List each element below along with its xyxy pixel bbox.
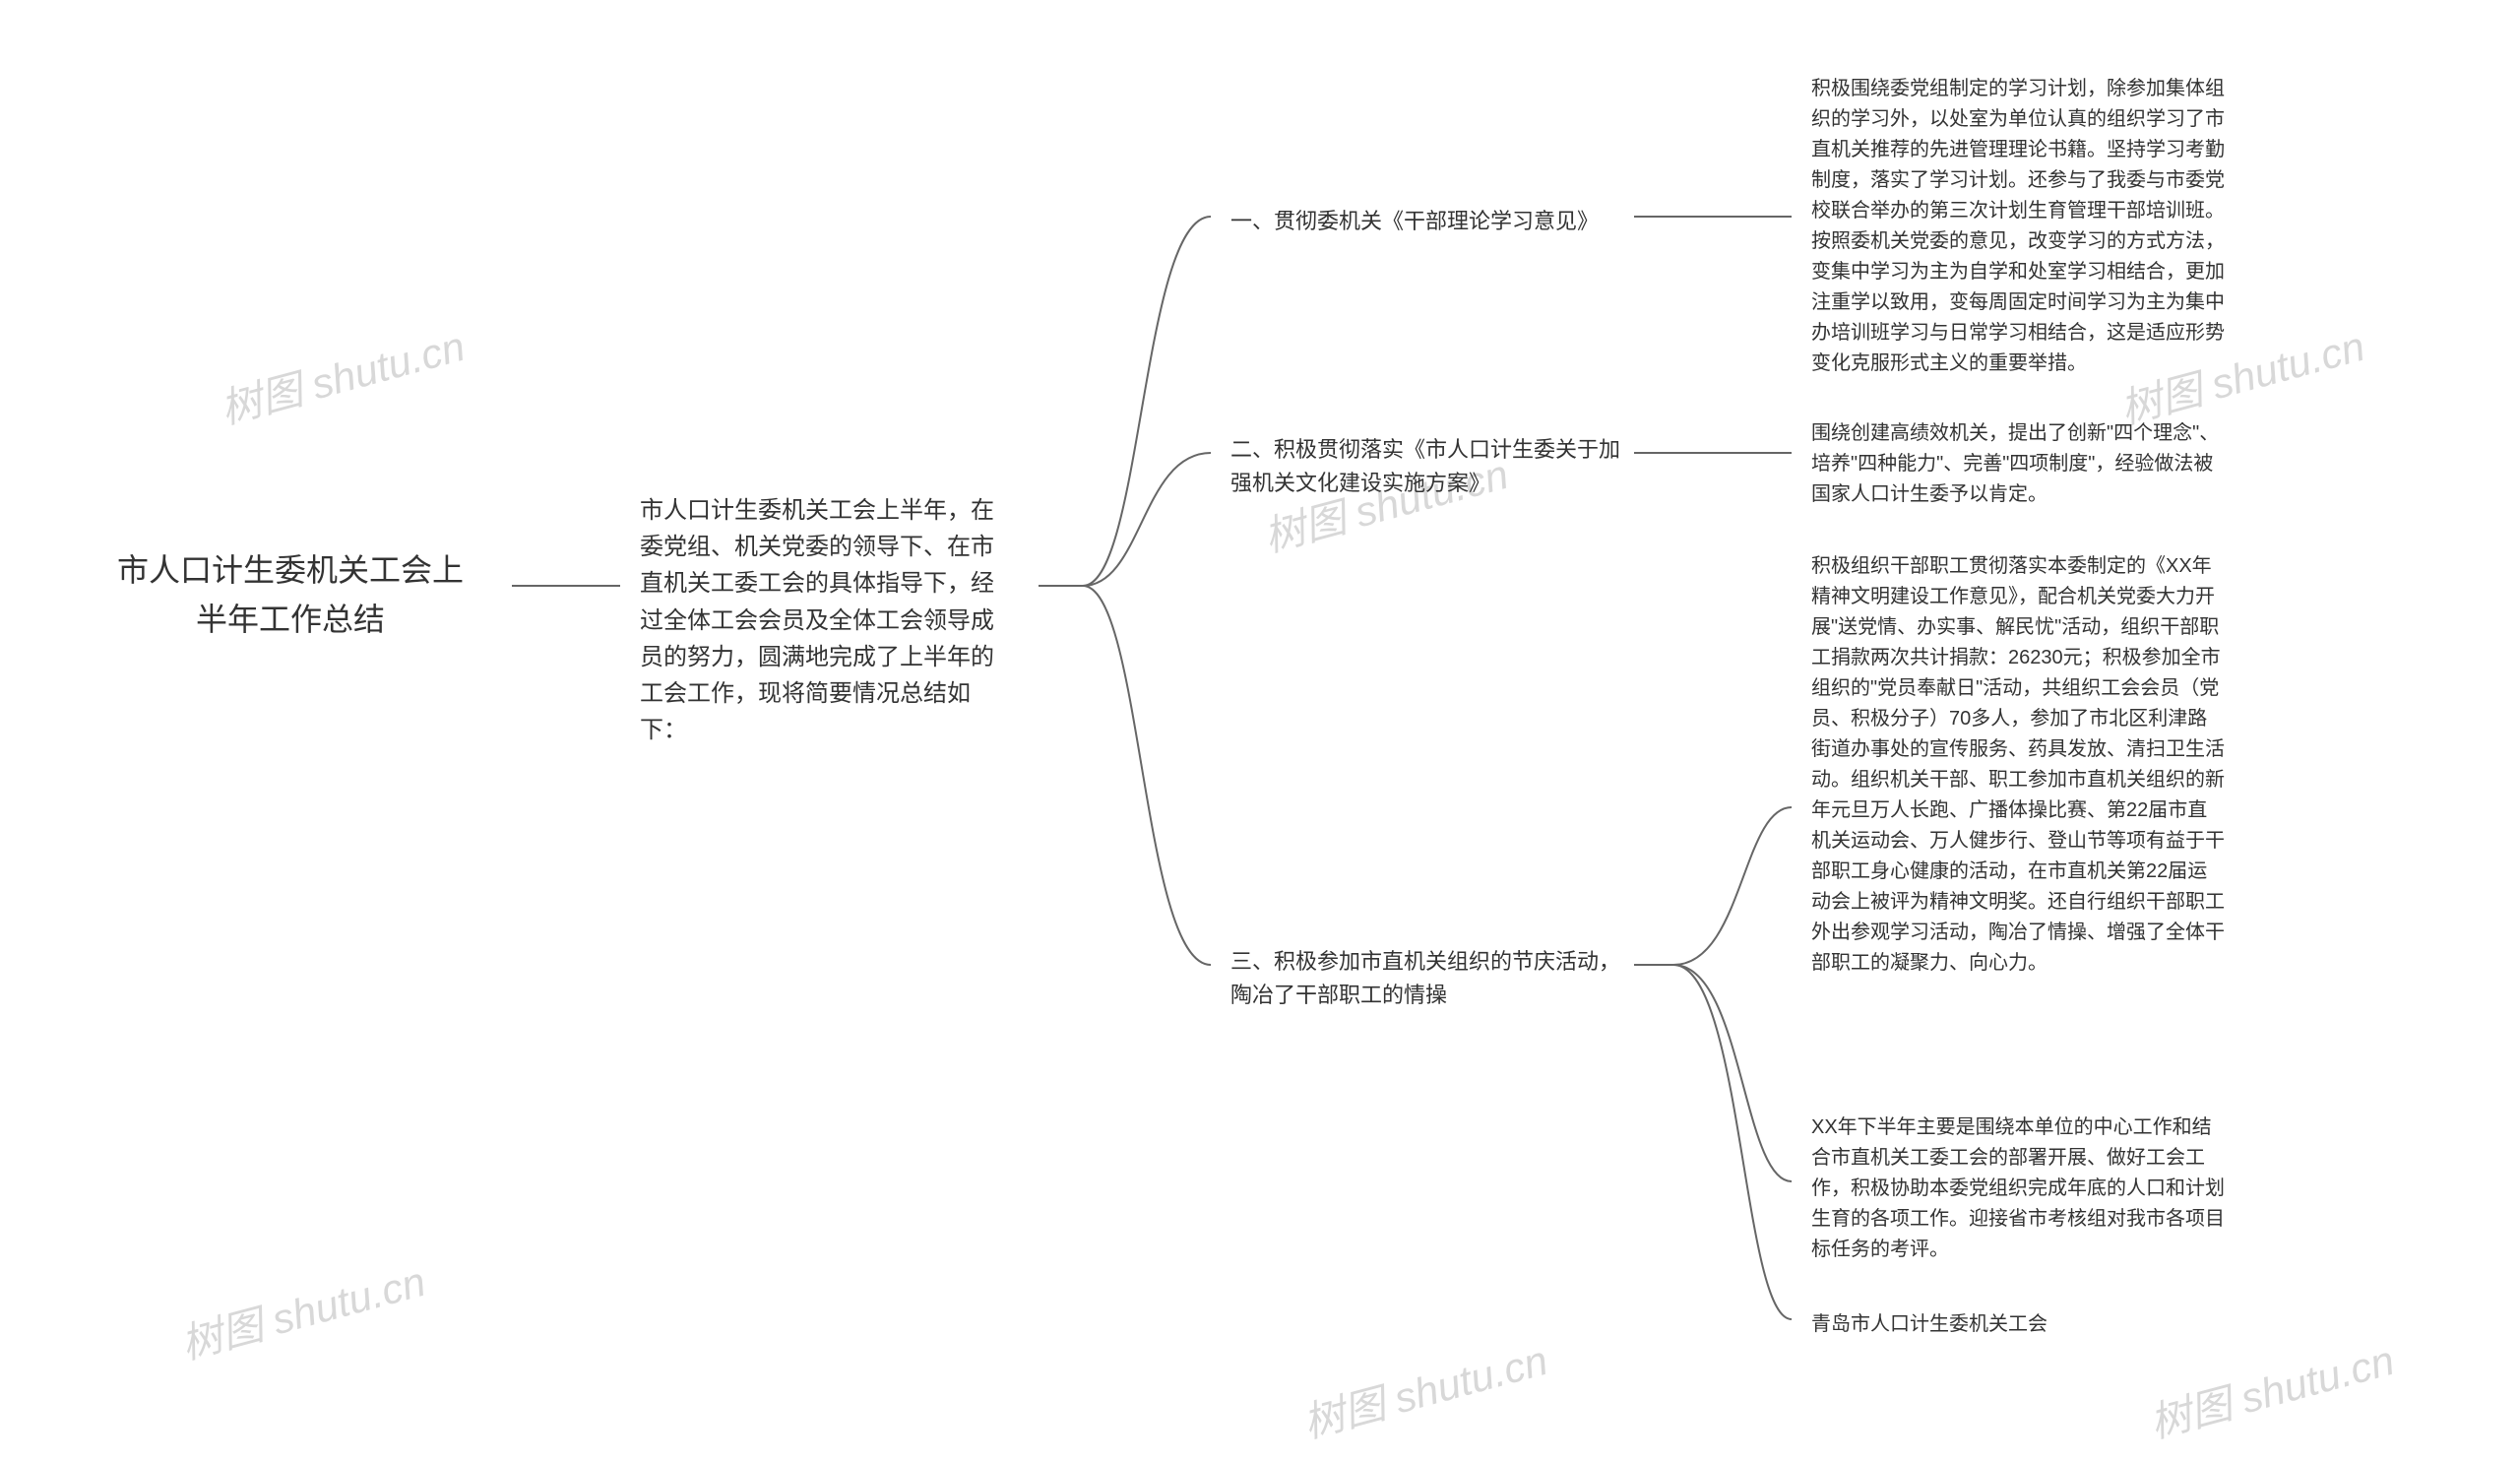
section-1-title: 一、贯彻委机关《干部理论学习意见》 — [1230, 205, 1624, 238]
section-2-title: 二、积极贯彻落实《市人口计生委关于加强机关文化建设实施方案》 — [1230, 433, 1624, 500]
section-3-detail-3: 青岛市人口计生委机关工会 — [1811, 1309, 2225, 1340]
intro-text: 市人口计生委机关工会上半年，在委党组、机关党委的领导下、在市直机关工委工会的具体… — [640, 492, 1014, 748]
root-title-line2: 半年工作总结 — [98, 596, 482, 645]
section-2-detail: 围绕创建高绩效机关，提出了创新"四个理念"、培养"四种能力"、完善"四项制度"，… — [1811, 418, 2225, 510]
mindmap-root: 市人口计生委机关工会上 半年工作总结 — [98, 546, 482, 644]
root-title-line1: 市人口计生委机关工会上 — [98, 546, 482, 596]
section-1-detail: 积极围绕委党组制定的学习计划，除参加集体组织的学习外，以处室为单位认真的组织学习… — [1811, 74, 2225, 379]
section-3-detail-2: XX年下半年主要是围绕本单位的中心工作和结合市直机关工委工会的部署开展、做好工会… — [1811, 1112, 2225, 1265]
section-3-detail-1: 积极组织干部职工贯彻落实本委制定的《XX年精神文明建设工作意见》，配合机关党委大… — [1811, 551, 2225, 979]
section-3-title: 三、积极参加市直机关组织的节庆活动，陶冶了干部职工的情操 — [1230, 945, 1624, 1012]
